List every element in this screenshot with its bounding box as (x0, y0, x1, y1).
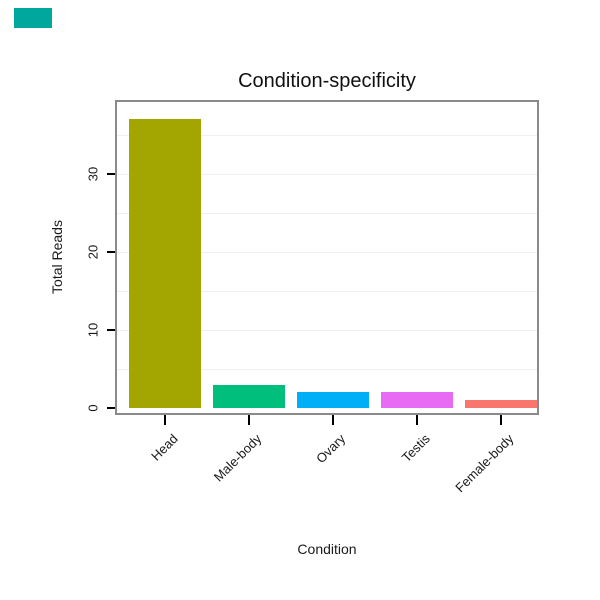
x-tick-label-ovary: Ovary (313, 431, 349, 467)
gridline (117, 135, 537, 136)
x-tick-mark (416, 415, 418, 425)
gridline (117, 330, 537, 331)
gridline (117, 252, 537, 253)
y-tick-label: 30 (85, 166, 101, 182)
x-tick-label-male-body: Male-body (211, 431, 265, 485)
x-tick-label-female-body: Female-body (452, 431, 517, 496)
bar-male-body (213, 384, 285, 408)
bar-testis (381, 392, 453, 408)
y-tick-label: 20 (85, 244, 101, 260)
x-tick-label-head: Head (148, 431, 181, 464)
x-tick-mark (332, 415, 334, 425)
gridline (117, 174, 537, 175)
y-tick-label: 0 (85, 404, 101, 412)
x-tick-mark (248, 415, 250, 425)
y-tick-mark (107, 251, 115, 253)
corner-swatch (14, 8, 52, 28)
bar-female-body (465, 400, 537, 408)
plot-panel (115, 100, 539, 415)
gridline (117, 291, 537, 292)
y-tick-label: 10 (85, 322, 101, 338)
bar-ovary (297, 392, 369, 408)
x-axis-label: Condition (297, 541, 357, 557)
x-tick-mark (500, 415, 502, 425)
gridline (117, 369, 537, 370)
y-tick-mark (107, 407, 115, 409)
y-tick-mark (107, 329, 115, 331)
bar-head (129, 119, 201, 408)
x-tick-label-testis: Testis (398, 431, 433, 466)
y-tick-mark (107, 173, 115, 175)
gridline (117, 213, 537, 214)
x-tick-mark (164, 415, 166, 425)
y-axis-label: Total Reads (49, 220, 65, 294)
chart-title: Condition-specificity (238, 70, 416, 92)
